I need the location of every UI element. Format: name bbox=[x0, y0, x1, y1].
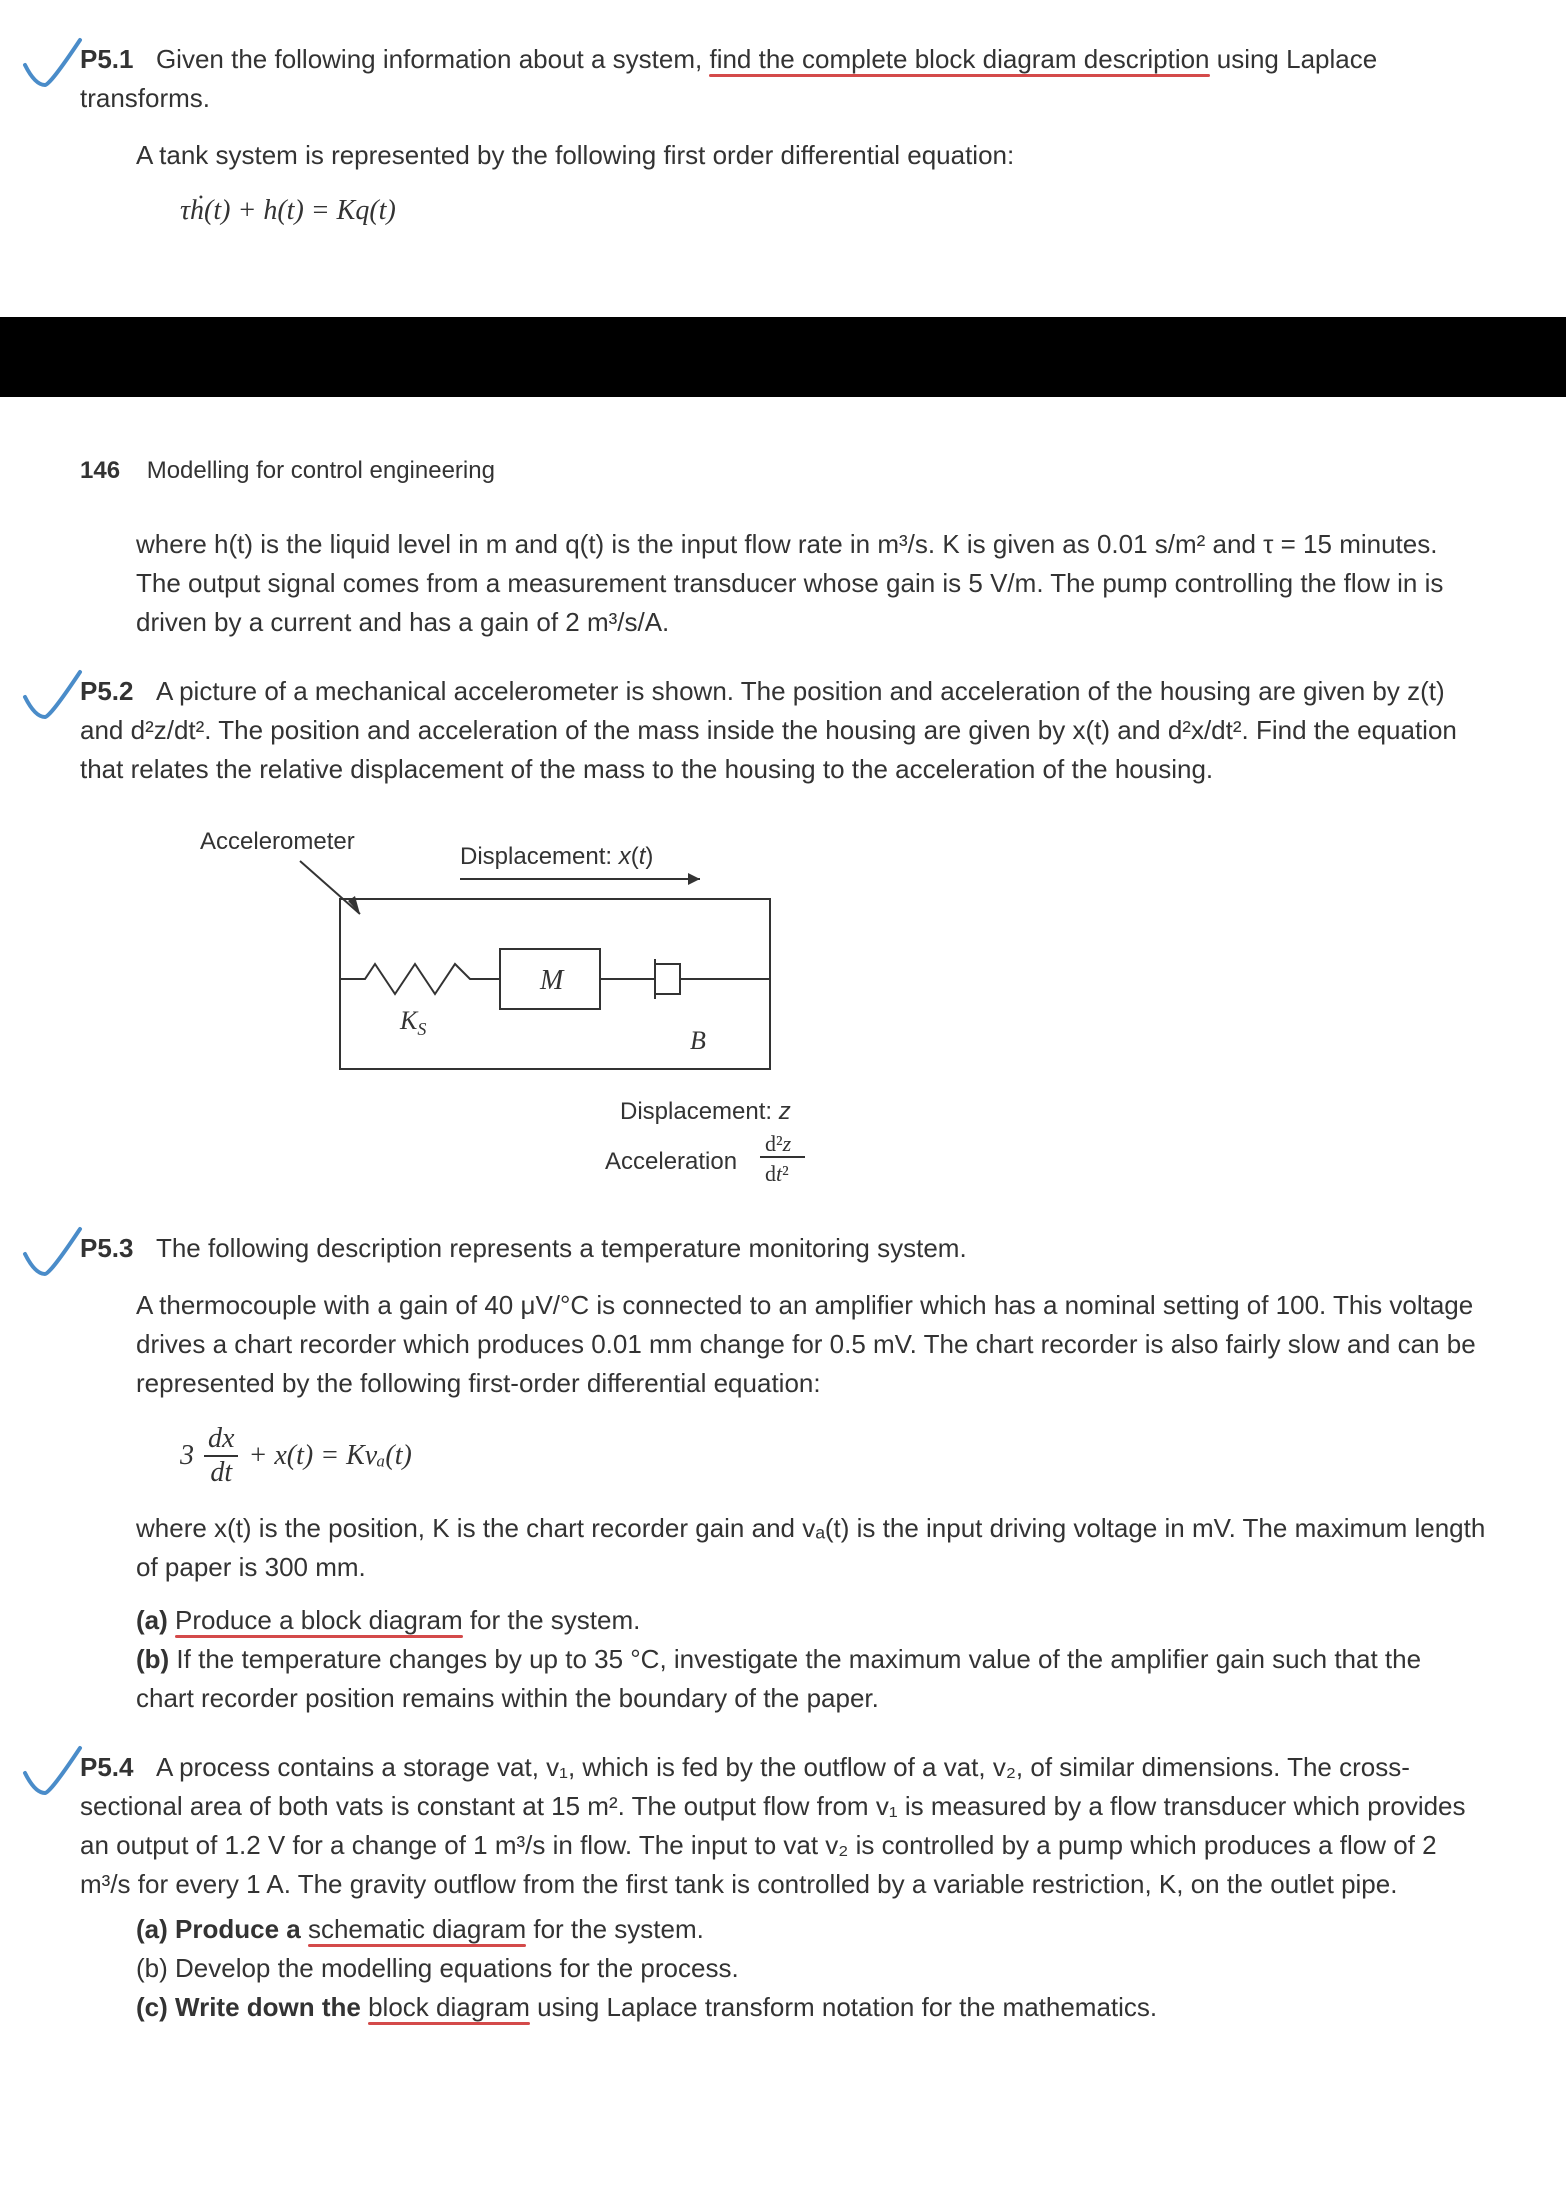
problem-5-3: P5.3 The following description represent… bbox=[80, 1229, 1486, 1718]
text-segment: for the system. bbox=[463, 1605, 641, 1635]
eq-part: + x(t) = Kvₐ(t) bbox=[248, 1440, 411, 1472]
diagram-label: Displacement: x(t) bbox=[460, 843, 653, 870]
sub-item-c: (c) Write down the block diagram using L… bbox=[136, 1988, 1486, 2027]
svg-text:M: M bbox=[539, 965, 565, 996]
text-segment: for the system. bbox=[526, 1914, 704, 1944]
problem-text: Given the following information about a … bbox=[80, 44, 1377, 113]
svg-text:dt²: dt² bbox=[765, 1161, 789, 1186]
checkmark-icon bbox=[20, 1743, 90, 1803]
page-title: Modelling for control engineering bbox=[147, 457, 495, 484]
problem-5-2: P5.2 A picture of a mechanical accelerom… bbox=[80, 672, 1486, 1199]
text-segment: Given the following information about a … bbox=[156, 44, 710, 74]
problem-text: A process contains a storage vat, v₁, wh… bbox=[80, 1752, 1466, 1899]
equation: τḣ(t) + h(t) = Kq(t) bbox=[180, 195, 1486, 227]
page-break-band bbox=[0, 317, 1566, 397]
sub-item-b: (b) Develop the modelling equations for … bbox=[136, 1949, 1486, 1988]
item-letter: (a) bbox=[136, 1605, 175, 1635]
body-para: A thermocouple with a gain of 40 μV/°C i… bbox=[136, 1286, 1486, 1403]
page-number: 146 bbox=[80, 457, 120, 484]
svg-text:B: B bbox=[690, 1026, 706, 1055]
checkmark-icon bbox=[20, 1224, 90, 1284]
page-header: 146 Modelling for control engineering bbox=[80, 457, 1486, 485]
sub-item-a: (a) Produce a block diagram for the syst… bbox=[136, 1601, 1486, 1640]
checkmark-icon bbox=[20, 667, 90, 727]
eq-part: 3 bbox=[180, 1440, 194, 1472]
sub-item-a: (a) Produce a schematic diagram for the … bbox=[136, 1910, 1486, 1949]
underlined-text: find the complete block diagram descript… bbox=[709, 44, 1209, 74]
text-segment: using Laplace transform notation for the… bbox=[530, 1992, 1157, 2022]
underlined-text: block diagram bbox=[368, 1992, 530, 2022]
problem-5-4: P5.4 A process contains a storage vat, v… bbox=[80, 1748, 1486, 2027]
body-line: A tank system is represented by the foll… bbox=[136, 136, 1486, 175]
svg-text:Displacement: z: Displacement: z bbox=[620, 1098, 791, 1125]
svg-text:d²z: d²z bbox=[765, 1131, 792, 1156]
problem-text: A picture of a mechanical accelerometer … bbox=[80, 676, 1457, 784]
item-letter: (c) Write down the bbox=[136, 1992, 368, 2022]
fraction-num: dx bbox=[204, 1423, 238, 1457]
sub-item-b: (b) If the temperature changes by up to … bbox=[136, 1640, 1486, 1718]
problem-text: The following description represents a t… bbox=[156, 1233, 967, 1263]
svg-text:KS: KS bbox=[399, 1006, 426, 1039]
fraction-den: dt bbox=[204, 1457, 238, 1489]
problem-5-1-top: P5.1 Given the following information abo… bbox=[80, 40, 1486, 227]
diagram-label: Accelerometer bbox=[200, 828, 355, 855]
fraction: dx dt bbox=[204, 1423, 238, 1489]
checkmark-icon bbox=[20, 35, 90, 95]
p51-continuation: where h(t) is the liquid level in m and … bbox=[136, 525, 1486, 642]
body-para: where x(t) is the position, K is the cha… bbox=[136, 1509, 1486, 1587]
underlined-text: schematic diagram bbox=[308, 1914, 526, 1944]
accelerometer-diagram: Accelerometer Displacement: x(t) KS M bbox=[200, 819, 900, 1199]
item-letter: (a) Produce a bbox=[136, 1914, 308, 1944]
equation: 3 dx dt + x(t) = Kvₐ(t) bbox=[180, 1423, 1486, 1489]
page-bottom: 146 Modelling for control engineering wh… bbox=[0, 397, 1566, 2117]
svg-text:Acceleration: Acceleration bbox=[605, 1148, 737, 1175]
page-top: P5.1 Given the following information abo… bbox=[0, 0, 1566, 317]
underlined-text: Produce a block diagram bbox=[175, 1605, 463, 1635]
